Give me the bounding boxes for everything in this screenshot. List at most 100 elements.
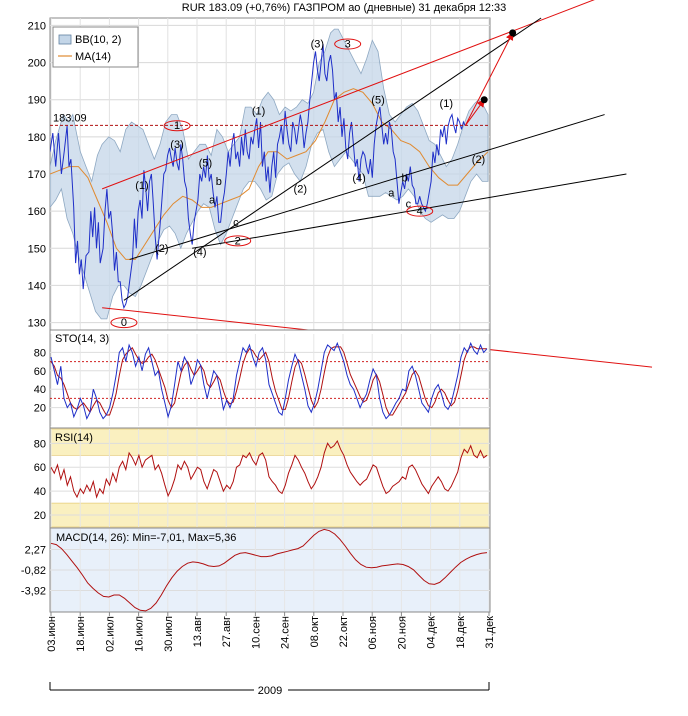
stochastic-grid: 20 40 60 80 — [34, 334, 490, 426]
wave-label: (3) — [311, 39, 324, 51]
date-tick-label: 04.дек — [426, 616, 438, 649]
trendline — [464, 31, 514, 126]
rsi-panel: 20 40 60 80 RSI(14) — [34, 427, 491, 529]
legend-ma-label: MA(14) — [75, 51, 111, 63]
rsi-title: RSI(14) — [55, 432, 93, 444]
rsi-line — [50, 439, 488, 499]
indicator-tick-label: 20 — [34, 510, 46, 522]
price-line — [50, 43, 466, 310]
price-tick-label: 130 — [28, 318, 46, 330]
legend-frame — [52, 26, 139, 68]
wave-point-oval — [406, 205, 434, 217]
price-axis: 130 140 150 160 170 180 190 200 210 — [28, 20, 46, 329]
stochastic-k-line — [50, 341, 488, 421]
trendline — [123, 17, 542, 301]
stochastic-title: STO(14, 3) — [55, 333, 109, 345]
price-tick-label: 190 — [28, 95, 46, 107]
wave-label: (2) — [294, 184, 307, 196]
projection-point — [480, 96, 488, 104]
macd-title: MACD(14, 26): Min=-7,01, Max=5,36 — [56, 532, 236, 544]
wave-label: c — [233, 217, 239, 229]
wave-point-oval — [163, 120, 191, 132]
trendline — [129, 114, 605, 260]
trendlines — [101, 0, 653, 368]
trendline — [464, 98, 485, 127]
rsi-grid: 20 40 60 80 — [34, 429, 490, 527]
date-axis: 03.июн 18.июн 02.июл 16.июл 30.июл 13.авг 27.а… — [46, 611, 496, 652]
price-tick-label: 210 — [28, 20, 46, 32]
date-tick-label: 03.июн — [46, 616, 58, 652]
price-tick-label: 170 — [28, 169, 46, 181]
wave-label: (5) — [199, 158, 212, 170]
wave-annotations: (1)(2)(3)(4)(5)abc(1)(2)(3)(4)(5)abc(1)(… — [110, 38, 485, 329]
price-tick-label: 200 — [28, 58, 46, 70]
indicator-tick-label: 20 — [34, 403, 46, 415]
price-tick-label: 150 — [28, 243, 46, 255]
indicator-tick-label: 80 — [34, 438, 46, 450]
date-tick-label: 22.окт — [338, 616, 350, 647]
indicator-tick-label: 80 — [34, 347, 46, 359]
date-tick-label: 08.окт — [309, 616, 321, 647]
date-tick-label: 18.дек — [455, 616, 467, 649]
date-tick-label: 13.авг — [192, 616, 204, 647]
wave-point-label: 3 — [345, 39, 351, 51]
period-label: 2009 — [258, 685, 282, 697]
rsi-zone — [50, 428, 490, 456]
stochastic-panel-frame — [49, 329, 491, 429]
wave-point-label: 0 — [121, 317, 127, 329]
chart-title: RUR 183.09 (+0,76%) ГАЗПРОМ ао (дневные)… — [182, 2, 507, 14]
wave-label: (2) — [472, 154, 485, 166]
period-bracket: 2009 — [49, 682, 490, 697]
indicator-tick-label: -0,82 — [21, 565, 46, 577]
price-tick-label: 160 — [28, 206, 46, 218]
wave-point-oval — [224, 235, 252, 247]
date-tick-label: 20.ноя — [396, 616, 408, 649]
price-legend: BB(10, 2) MA(14) — [52, 26, 139, 68]
price-tick-label: 180 — [28, 132, 46, 144]
wave-point-label: 4 — [417, 206, 423, 218]
date-tick-label: 27.авг — [221, 616, 233, 647]
price-tick-label: 140 — [28, 280, 46, 292]
indicator-tick-label: 60 — [34, 462, 46, 474]
trendline — [192, 173, 627, 249]
wave-point-oval — [334, 38, 362, 50]
wave-point-label: 2 — [235, 235, 241, 247]
date-tick-label: 16.июл — [134, 616, 146, 652]
wave-label: a — [209, 195, 216, 207]
wave-label: b — [216, 176, 222, 188]
last-price-label: 183.09 — [53, 112, 87, 124]
wave-label: b — [402, 172, 408, 184]
wave-label: (5) — [371, 94, 384, 106]
projection-point — [509, 29, 517, 37]
wave-label: (1) — [440, 98, 453, 110]
legend-bb-label: BB(10, 2) — [75, 34, 121, 46]
trendline — [101, 0, 595, 190]
macd-grid: 2,27 -0,82 -3,92 — [21, 529, 490, 611]
wave-label: (1) — [252, 106, 265, 118]
date-tick-label: 18.июн — [75, 616, 87, 652]
date-tick-label: 02.июл — [104, 616, 116, 652]
wave-label: a — [388, 187, 395, 199]
wave-label: (3) — [170, 139, 183, 151]
indicator-tick-label: 40 — [34, 486, 46, 498]
stochastic-panel: 20 40 60 80 STO(14, 3) — [34, 329, 491, 429]
wave-label: (4) — [352, 172, 365, 184]
wave-point-oval — [110, 317, 138, 329]
indicator-tick-label: 40 — [34, 384, 46, 396]
macd-line — [50, 528, 488, 612]
indicator-tick-label: -3,92 — [21, 586, 46, 598]
date-tick-label: 06.ноя — [367, 616, 379, 649]
indicator-tick-label: 2,27 — [25, 544, 46, 556]
date-tick-label: 31.дек — [484, 616, 496, 649]
wave-label: (4) — [193, 247, 206, 259]
date-tick-label: 10.сен — [250, 616, 262, 649]
ma-line — [50, 88, 489, 260]
date-tick-label: 30.июл — [163, 616, 175, 652]
indicator-tick-label: 60 — [34, 366, 46, 378]
date-tick-label: 24.сен — [280, 616, 292, 649]
wave-label: c — [406, 198, 412, 210]
macd-panel: 2,27 -0,82 -3,92 MACD(14, 26): Min=-7,01, … — [21, 527, 491, 613]
wave-point-label: 1 — [174, 120, 180, 132]
